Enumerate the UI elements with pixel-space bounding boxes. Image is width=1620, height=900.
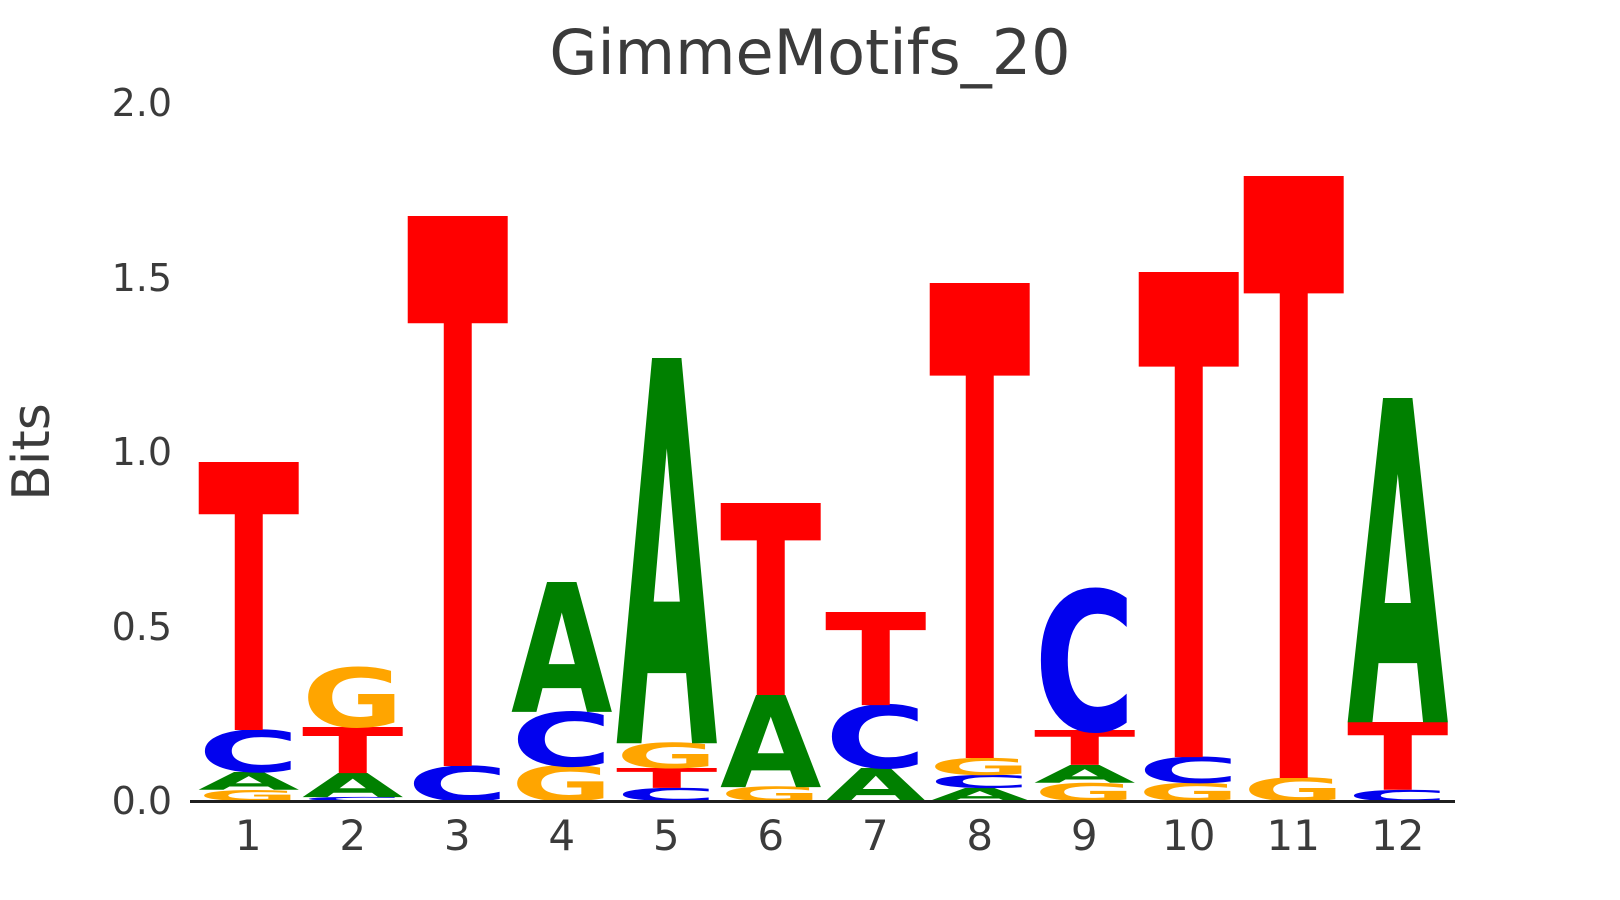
- logo-letter-C: C: [198, 719, 300, 786]
- x-tick-label: 8: [966, 811, 994, 860]
- svg-text:T: T: [407, 65, 509, 900]
- svg-text:T: T: [1243, 11, 1345, 900]
- logo-letter-T: T: [198, 389, 300, 818]
- svg-text:C: C: [198, 719, 300, 786]
- svg-text:C: C: [407, 756, 509, 812]
- x-tick-label: 11: [1266, 811, 1320, 860]
- logo-letter-T: T: [720, 451, 822, 757]
- svg-text:G: G: [511, 756, 613, 812]
- logo-letter-A: A: [825, 759, 927, 812]
- svg-text:C: C: [825, 689, 927, 789]
- logo-letter-G: G: [929, 753, 1031, 780]
- x-tick-label: 12: [1371, 811, 1425, 860]
- y-tick-label: 2.0: [111, 81, 172, 125]
- x-tick-label: 7: [861, 811, 889, 860]
- svg-text:T: T: [1034, 720, 1136, 776]
- svg-text:T: T: [198, 389, 300, 818]
- logo-column-2: CATG: [301, 0, 406, 805]
- svg-text:A: A: [198, 767, 300, 796]
- logo-letter-C: C: [511, 698, 613, 784]
- svg-text:C: C: [511, 698, 613, 784]
- y-tick-label: 1.5: [111, 255, 172, 300]
- x-tick-label: 1: [234, 811, 262, 860]
- logo-letter-C: C: [1034, 551, 1136, 776]
- svg-text:T: T: [302, 715, 404, 788]
- svg-text:G: G: [616, 736, 718, 776]
- x-tick-label: 5: [652, 811, 680, 860]
- logo-letter-A: A: [1347, 309, 1449, 827]
- x-tick-label: 3: [443, 811, 471, 860]
- logo-letter-T: T: [929, 155, 1031, 900]
- logo-letter-A: A: [1034, 760, 1136, 789]
- x-tick-label: 6: [757, 811, 785, 860]
- logo-letter-C: C: [407, 756, 509, 812]
- logo-letter-A: A: [198, 767, 300, 796]
- svg-text:A: A: [511, 547, 613, 754]
- svg-text:T: T: [720, 451, 822, 757]
- logo-letter-T: T: [616, 763, 718, 795]
- logo-letter-G: G: [302, 652, 404, 746]
- svg-text:A: A: [720, 671, 822, 817]
- logo-letter-A: A: [616, 253, 718, 868]
- logo-letter-T: T: [1347, 704, 1449, 812]
- svg-text:T: T: [929, 155, 1031, 900]
- svg-text:G: G: [302, 652, 404, 746]
- logo-letter-C: C: [929, 772, 1031, 793]
- logo-letter-A: A: [720, 671, 822, 817]
- svg-text:C: C: [1034, 551, 1136, 776]
- logo-letter-G: G: [616, 736, 718, 776]
- svg-text:C: C: [929, 772, 1031, 793]
- logo-letter-T: T: [825, 586, 927, 735]
- x-tick-label: 2: [339, 811, 367, 860]
- logo-letter-T: T: [407, 65, 509, 900]
- logo-letter-T: T: [1034, 720, 1136, 776]
- svg-text:G: G: [929, 753, 1031, 780]
- logo-letter-C: C: [302, 796, 404, 802]
- logo-letter-G: G: [511, 756, 613, 812]
- svg-text:C: C: [302, 796, 404, 802]
- svg-text:A: A: [825, 759, 927, 812]
- x-tick-label: 4: [548, 811, 576, 860]
- logo-letter-A: A: [511, 547, 613, 754]
- svg-text:T: T: [1138, 141, 1240, 900]
- svg-text:T: T: [825, 586, 927, 735]
- svg-text:T: T: [1347, 704, 1449, 812]
- logo-letter-T: T: [1243, 11, 1345, 900]
- svg-text:A: A: [1347, 309, 1449, 827]
- y-tick-label: 0.0: [111, 779, 172, 823]
- logo-letter-T: T: [1138, 141, 1240, 900]
- y-tick-label: 1.0: [111, 430, 172, 474]
- x-axis-line: [190, 800, 1455, 803]
- y-tick-label: 0.5: [111, 604, 172, 649]
- svg-text:A: A: [1034, 760, 1136, 789]
- x-tick-label: 9: [1070, 811, 1098, 860]
- logo-letter-C: C: [1138, 750, 1240, 791]
- logo-letter-C: C: [825, 689, 927, 789]
- svg-text:A: A: [302, 766, 404, 805]
- svg-text:T: T: [616, 763, 718, 795]
- logo-letter-A: A: [302, 766, 404, 805]
- svg-text:C: C: [1138, 750, 1240, 791]
- x-tick-label: 10: [1162, 811, 1216, 860]
- svg-text:A: A: [616, 253, 718, 868]
- logo-letter-T: T: [302, 715, 404, 788]
- chart-title: GimmeMotifs_20: [549, 16, 1071, 89]
